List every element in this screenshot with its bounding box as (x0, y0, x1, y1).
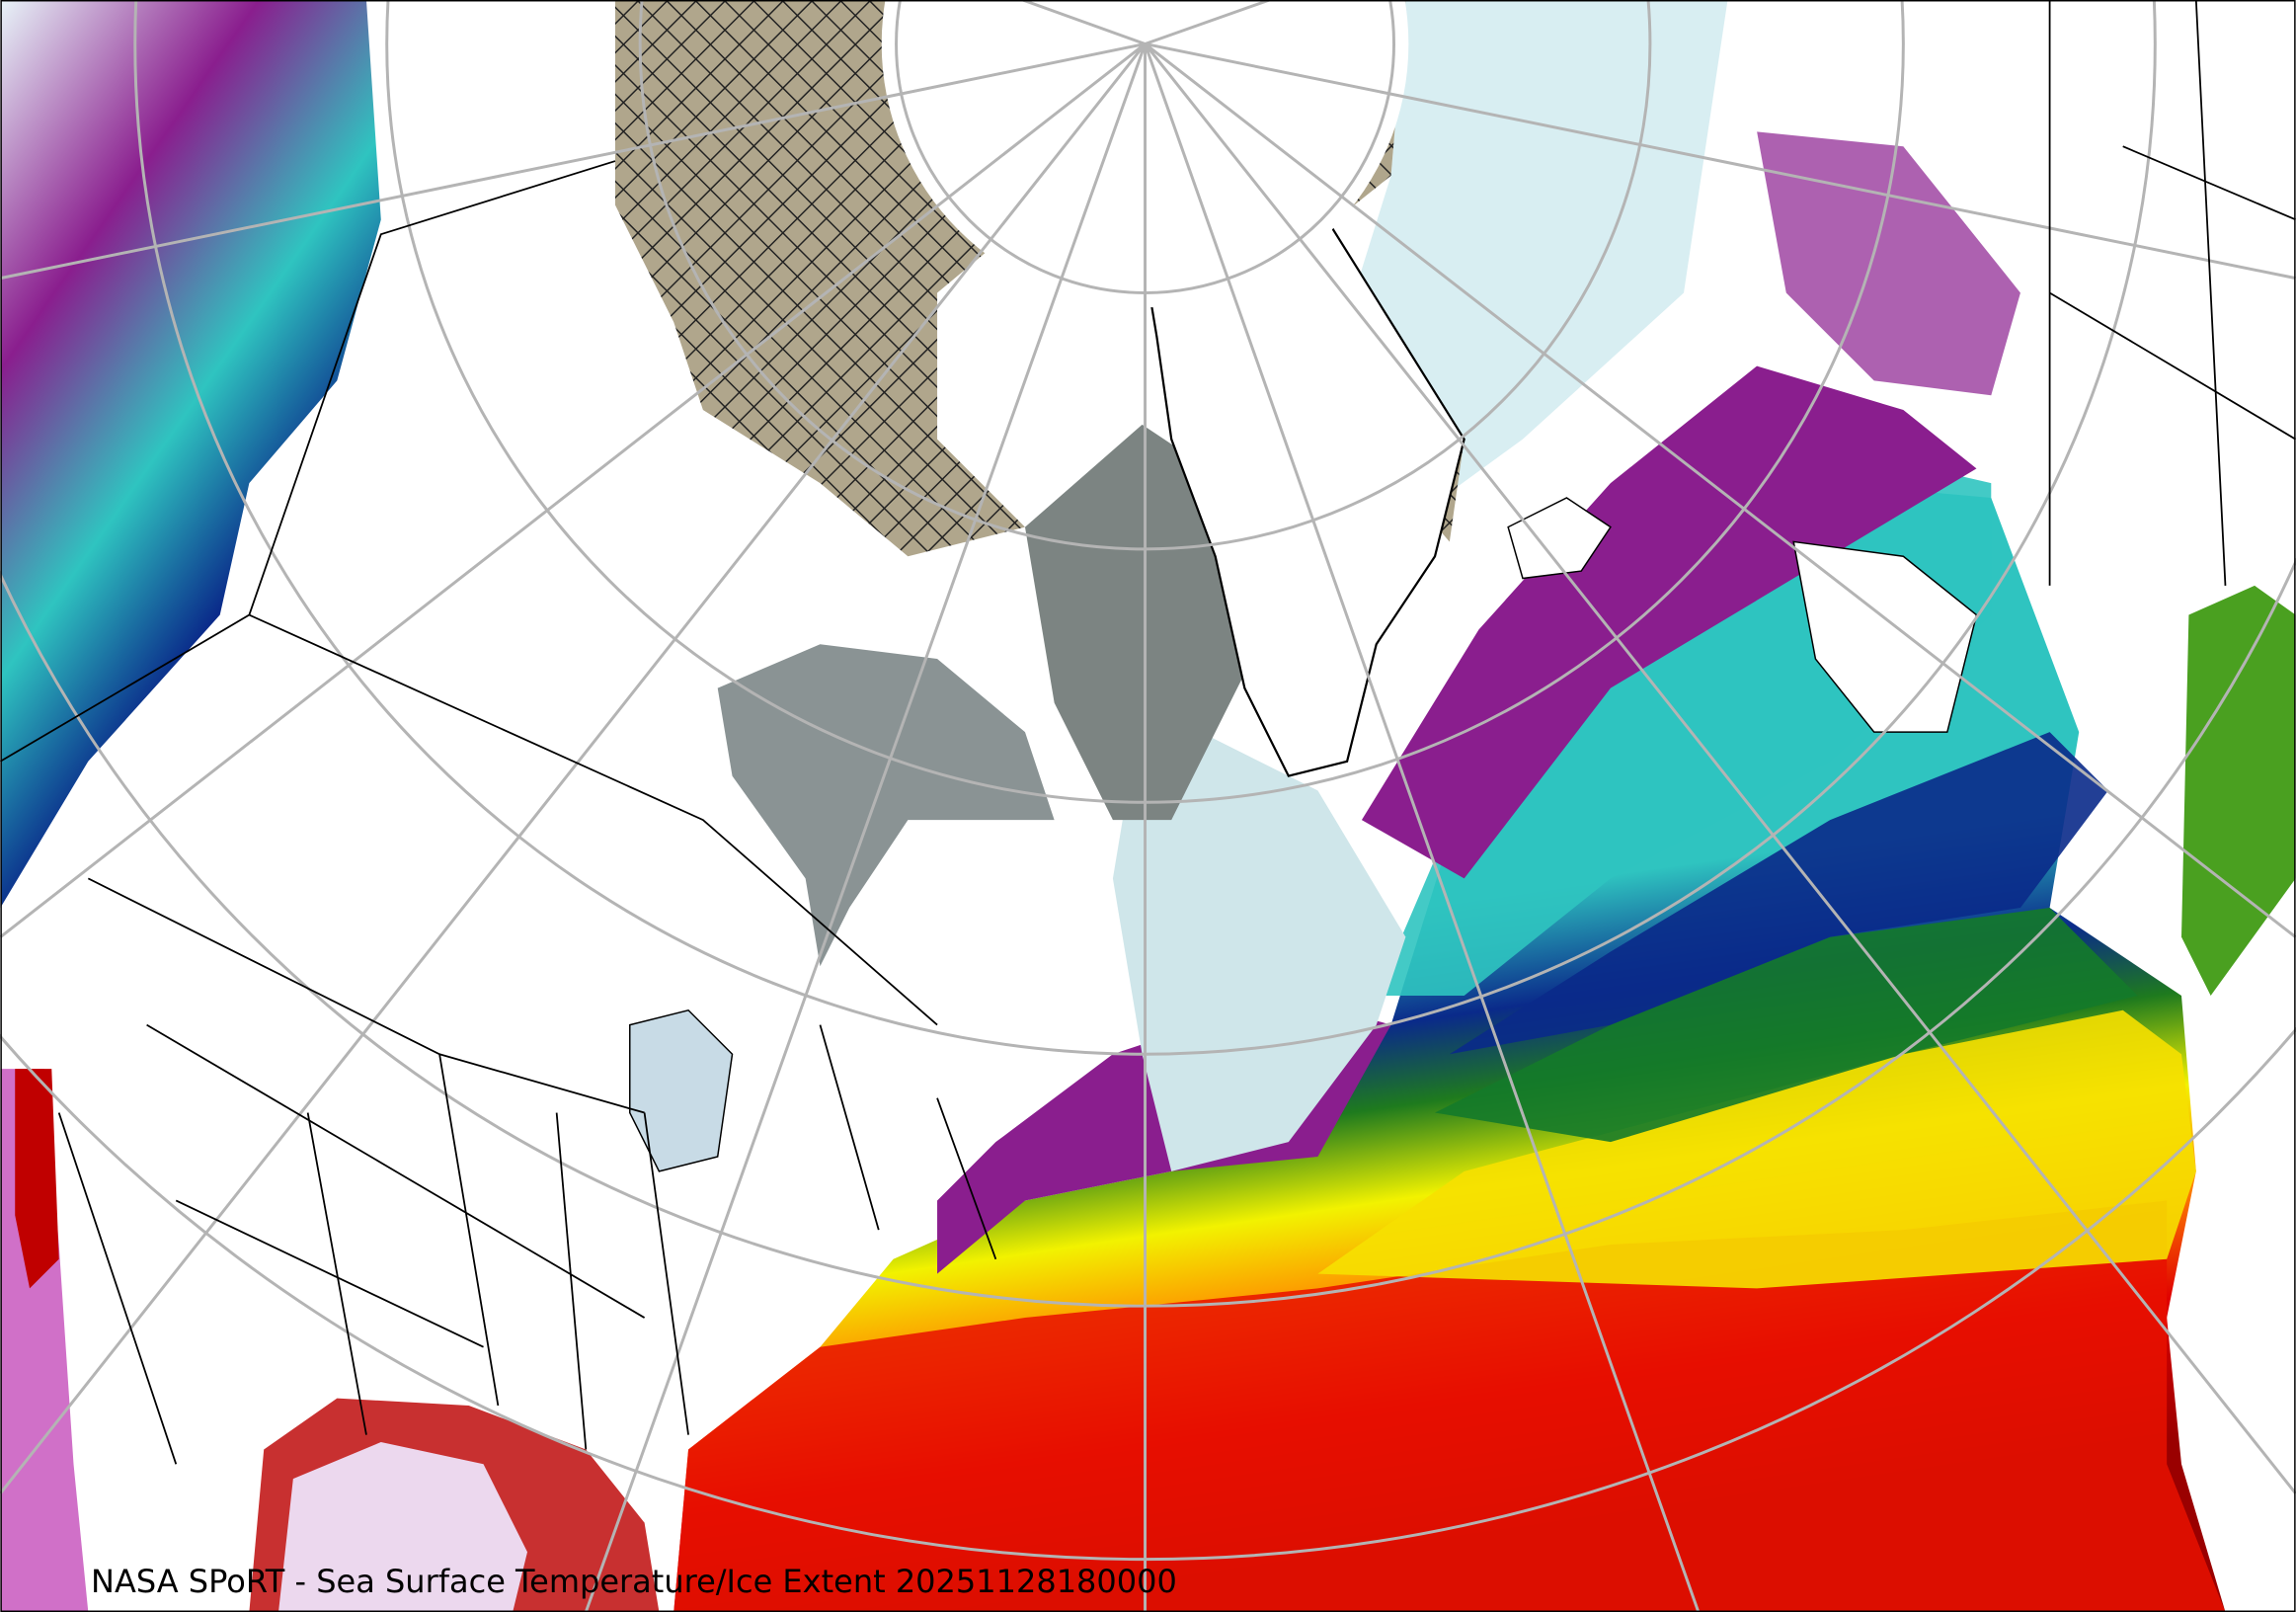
barents-purple (1757, 131, 2020, 396)
map-caption: NASA SPoRT - Sea Surface Temperature/Ice… (91, 1563, 1177, 1600)
scandinavia (1792, 540, 1978, 733)
baffin-bay (1024, 424, 1245, 821)
hudson-bay (717, 644, 1055, 967)
iceland (1507, 497, 1612, 580)
purple-band (1361, 365, 1977, 879)
pacific-ocean (0, 0, 381, 909)
midlatitude-blue (1449, 732, 2108, 1055)
gulf-stream-warm (673, 1200, 2226, 1612)
great-lakes (629, 1008, 734, 1172)
north-sea-green (2180, 585, 2296, 996)
midlatitude-green (1435, 908, 2138, 1143)
gulf-cool-patch (278, 1442, 528, 1612)
political-boundaries (0, 0, 2296, 1465)
california-coast-warm (15, 1069, 59, 1289)
